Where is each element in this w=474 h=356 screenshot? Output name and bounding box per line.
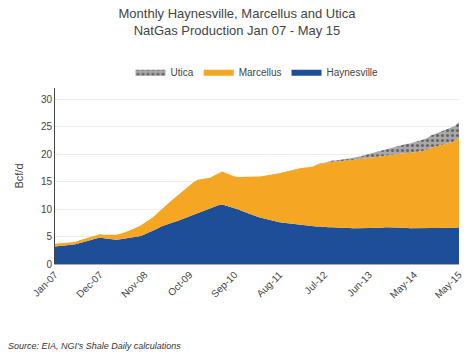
svg-text:Source: EIA, NGI's Shale Daily: Source: EIA, NGI's Shale Daily calculati… bbox=[8, 341, 181, 351]
svg-text:10: 10 bbox=[41, 204, 53, 215]
svg-text:Jan-07: Jan-07 bbox=[31, 269, 61, 299]
svg-text:Aug-11: Aug-11 bbox=[254, 269, 284, 299]
svg-text:Marcellus: Marcellus bbox=[239, 67, 282, 78]
svg-text:Monthly Haynesville, Marcellus: Monthly Haynesville, Marcellus and Utica… bbox=[119, 6, 357, 38]
svg-text:Sep-10: Sep-10 bbox=[209, 269, 240, 300]
svg-text:Nov-08: Nov-08 bbox=[119, 269, 150, 300]
svg-text:30: 30 bbox=[41, 94, 53, 105]
svg-text:5: 5 bbox=[46, 231, 52, 242]
svg-text:25: 25 bbox=[41, 121, 53, 132]
svg-text:Oct-09: Oct-09 bbox=[166, 269, 195, 298]
svg-text:May-14: May-14 bbox=[388, 269, 420, 301]
svg-text:20: 20 bbox=[41, 149, 53, 160]
svg-text:0: 0 bbox=[46, 259, 52, 270]
svg-text:May-15: May-15 bbox=[433, 269, 465, 301]
svg-text:Bcf/d: Bcf/d bbox=[13, 163, 25, 188]
svg-text:Utica: Utica bbox=[171, 67, 194, 78]
svg-text:Haynesville: Haynesville bbox=[327, 67, 379, 78]
svg-text:15: 15 bbox=[41, 176, 53, 187]
svg-text:Jul-12: Jul-12 bbox=[302, 269, 329, 296]
svg-text:Dec-07: Dec-07 bbox=[74, 269, 105, 300]
svg-text:Jun-13: Jun-13 bbox=[345, 269, 375, 299]
